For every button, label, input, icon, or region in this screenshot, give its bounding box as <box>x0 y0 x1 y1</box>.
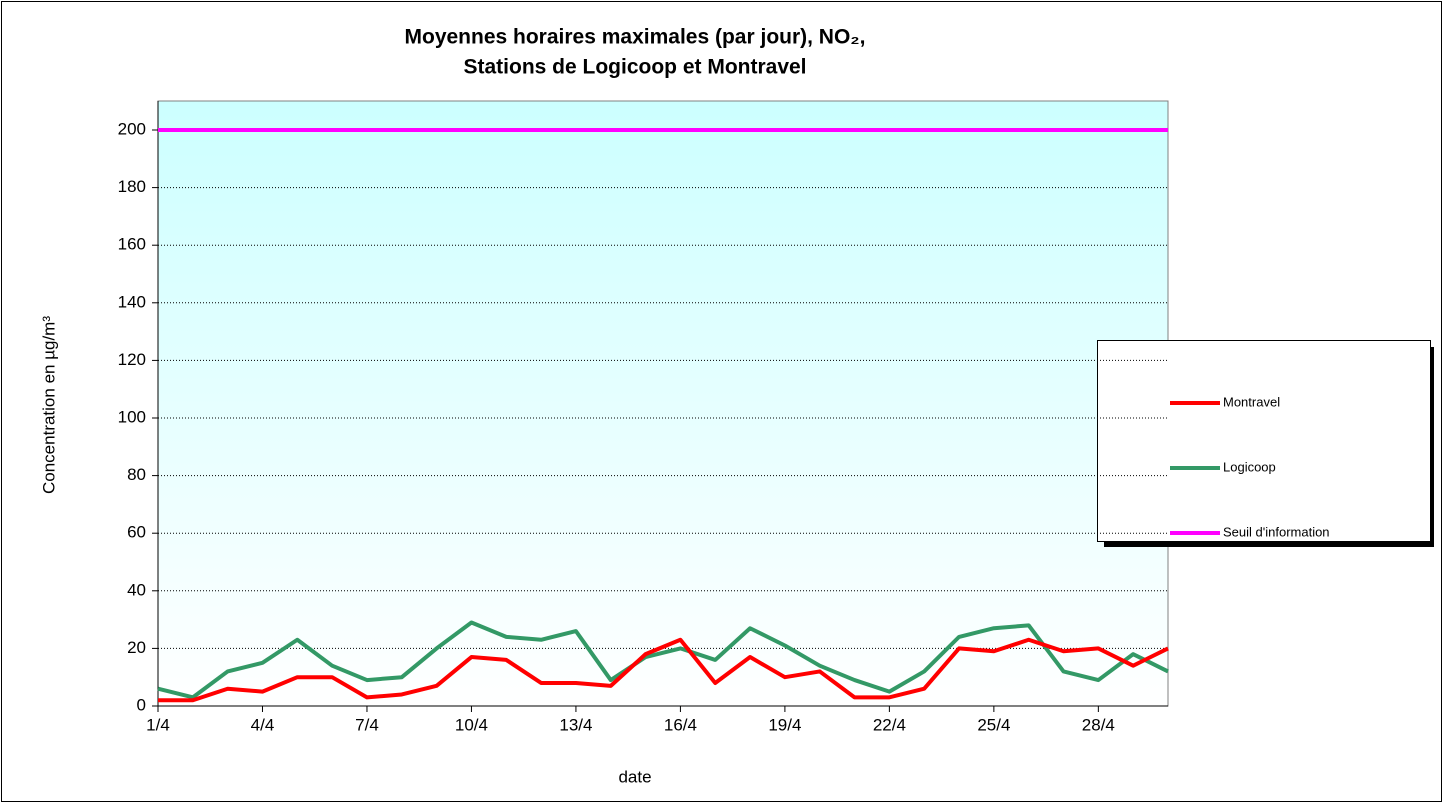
x-tick-label: 10/4 <box>455 715 488 734</box>
chart-title: Stations de Logicoop et Montravel <box>463 56 806 79</box>
y-tick-label: 20 <box>127 638 146 657</box>
y-axis-label: Concentration en µg/m³ <box>39 316 58 494</box>
x-tick-label: 19/4 <box>768 715 801 734</box>
y-tick-label: 0 <box>137 695 146 714</box>
x-tick-label: 13/4 <box>559 715 592 734</box>
legend-label: Logicoop <box>1223 459 1276 474</box>
x-tick-label: 7/4 <box>355 715 379 734</box>
y-tick-label: 180 <box>118 177 146 196</box>
x-axis-label: date <box>618 767 651 786</box>
y-tick-label: 60 <box>127 523 146 542</box>
y-tick-label: 160 <box>118 235 146 254</box>
x-tick-label: 1/4 <box>146 715 170 734</box>
plot-area <box>157 100 1169 707</box>
x-tick-label: 25/4 <box>977 715 1010 734</box>
chart-title: Moyennes horaires maximales (par jour), … <box>405 26 866 49</box>
y-tick-label: 100 <box>118 407 146 426</box>
legend <box>1097 340 1431 542</box>
x-tick-label: 16/4 <box>664 715 697 734</box>
y-tick-label: 200 <box>118 119 146 138</box>
series-line <box>157 620 1169 700</box>
y-tick-label: 40 <box>127 580 146 599</box>
y-tick-label: 120 <box>118 350 146 369</box>
y-tick-label: 80 <box>127 465 146 484</box>
legend-label: Seuil d'information <box>1223 524 1330 539</box>
x-tick-label: 4/4 <box>251 715 275 734</box>
x-tick-label: 28/4 <box>1082 715 1115 734</box>
x-tick-label: 22/4 <box>873 715 906 734</box>
series-line <box>158 637 1169 703</box>
y-tick-label: 140 <box>118 292 146 311</box>
legend-label: Montravel <box>1223 394 1280 409</box>
